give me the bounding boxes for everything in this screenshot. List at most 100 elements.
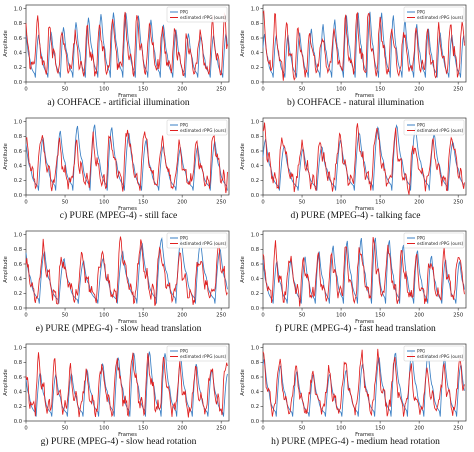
plot-frame [25,343,230,422]
caption-c: c) PURE (MPEG-4) - still face [59,211,178,221]
legend-box [166,6,228,23]
y-tick-label: 0.8 [251,360,259,366]
x-tick-label: 50 [299,426,306,432]
legend-label: PPG [417,236,425,241]
x-axis-label: Frames [355,319,374,324]
y-tick-label: 1.0 [14,345,22,351]
legend-label: estimated rPPG (ours) [180,354,227,359]
x-tick-label: 0 [261,200,264,206]
y-tick-label: 0.0 [14,419,22,425]
x-tick-label: 0 [261,313,264,319]
caption-f: f) PURE (MPEG-4) - fast head translation [275,324,436,334]
y-tick-label: 0.2 [14,291,22,297]
y-axis-label: Amplitude [3,30,9,57]
x-axis-label: Frames [118,206,137,211]
y-tick-label: 0.4 [14,389,23,395]
panel-c: 0.0 0.2 0.4 0.6 0.8 1.0 0 50 100 150 200 250 Frames A… [0,113,237,226]
y-tick-label: 0.2 [14,404,22,410]
panel-d: 0.0 0.2 0.4 0.6 0.8 1.0 0 50 100 150 200 250 Frames A… [237,113,474,226]
x-tick-label: 150 [138,426,148,432]
x-tick-label: 250 [453,426,463,432]
x-tick-label: 200 [177,313,187,319]
series-rppg-line [25,11,228,77]
legend-box [403,232,465,249]
plot-frame [25,117,230,196]
caption-d: d) PURE (MPEG-4) - talking face [290,211,421,221]
chart-e: 0.0 0.2 0.4 0.6 0.8 1.0 0 50 100 150 200 250 Frames A… [3,230,230,324]
y-tick-label: 0.6 [14,36,22,42]
y-tick-label: 0.2 [14,178,22,184]
y-tick-label: 0.8 [251,134,259,140]
legend-label: estimated rPPG (ours) [180,128,227,133]
y-tick-label: 0.0 [14,80,22,86]
x-tick-label: 50 [62,313,69,319]
chart-b: 0.0 0.2 0.4 0.6 0.8 1.0 0 50 100 150 200 250 Frames A… [240,4,467,98]
y-tick-label: 0.6 [14,149,22,155]
y-axis-label: Amplitude [240,256,246,283]
x-tick-label: 100 [336,87,346,93]
x-tick-label: 100 [336,313,346,319]
x-tick-label: 0 [24,426,27,432]
y-axis-label: Amplitude [240,369,246,396]
legend-label: PPG [417,123,425,128]
y-tick-label: 1.0 [251,345,259,351]
y-tick-label: 0.6 [251,149,259,155]
y-tick-label: 0.2 [14,65,22,71]
x-tick-label: 100 [99,313,109,319]
legend-box [403,345,465,362]
series-ppg-line [25,124,228,191]
y-tick-label: 0.0 [14,306,22,312]
y-tick-label: 0.4 [251,163,260,169]
x-axis-label: Frames [118,432,137,437]
y-tick-label: 1.0 [14,119,22,125]
x-tick-label: 200 [414,313,424,319]
series-rppg-line [262,237,465,307]
y-tick-label: 0.2 [251,178,259,184]
x-tick-label: 150 [375,426,385,432]
x-tick-label: 250 [453,87,463,93]
legend-box [403,119,465,136]
plot-frame [262,230,467,309]
y-tick-label: 1.0 [251,232,259,238]
x-tick-label: 0 [24,87,27,93]
y-tick-label: 0.4 [251,389,260,395]
x-tick-label: 100 [99,426,109,432]
panel-b: 0.0 0.2 0.4 0.6 0.8 1.0 0 50 100 150 200 250 Frames A… [237,0,474,113]
x-tick-label: 0 [24,200,27,206]
y-tick-label: 0.6 [251,262,259,268]
x-tick-label: 150 [138,313,148,319]
chart-d: 0.0 0.2 0.4 0.6 0.8 1.0 0 50 100 150 200 250 Frames A… [240,117,467,211]
y-tick-label: 1.0 [251,119,259,125]
legend-label: PPG [180,349,188,354]
y-tick-label: 0.0 [251,80,259,86]
x-tick-label: 150 [375,313,385,319]
y-tick-label: 0.2 [251,291,259,297]
y-tick-label: 1.0 [14,232,22,238]
y-tick-label: 0.8 [14,21,22,27]
y-tick-label: 0.0 [251,193,259,199]
x-axis-label: Frames [355,432,374,437]
y-tick-label: 0.4 [251,50,260,56]
x-tick-label: 100 [336,426,346,432]
y-tick-label: 0.6 [14,375,22,381]
x-axis-label: Frames [118,319,137,324]
x-tick-label: 200 [414,426,424,432]
x-tick-label: 50 [299,87,306,93]
x-axis-label: Frames [118,93,137,98]
x-tick-label: 50 [62,200,69,206]
y-tick-label: 0.8 [14,360,22,366]
x-axis-label: Frames [355,93,374,98]
y-tick-label: 1.0 [251,6,259,12]
panel-e: 0.0 0.2 0.4 0.6 0.8 1.0 0 50 100 150 200 250 Frames A… [0,226,237,339]
legend-label: PPG [180,236,188,241]
x-tick-label: 250 [216,87,226,93]
panel-h: 0.0 0.2 0.4 0.6 0.8 1.0 0 50 100 150 200 250 Frames A… [237,339,474,452]
y-tick-label: 0.8 [14,247,22,253]
series-rppg-line [25,236,228,306]
x-tick-label: 0 [261,87,264,93]
legend-label: estimated rPPG (ours) [417,241,464,246]
y-tick-label: 0.0 [251,306,259,312]
legend-box [166,119,228,136]
x-tick-label: 150 [375,200,385,206]
